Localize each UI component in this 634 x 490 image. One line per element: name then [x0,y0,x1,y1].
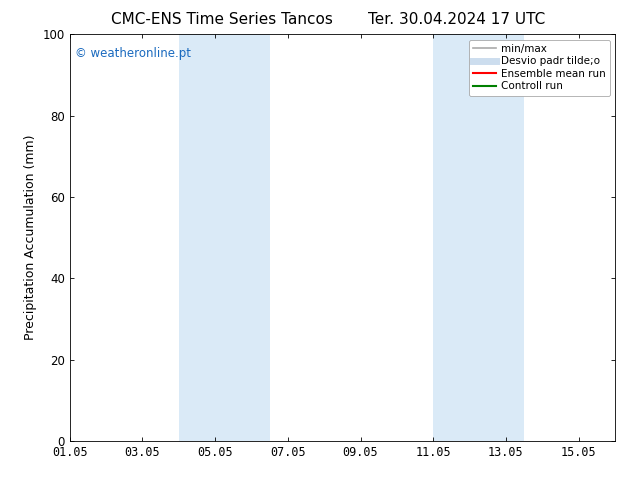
Text: CMC-ENS Time Series Tancos: CMC-ENS Time Series Tancos [111,12,333,27]
Legend: min/max, Desvio padr tilde;o, Ensemble mean run, Controll run: min/max, Desvio padr tilde;o, Ensemble m… [469,40,610,96]
Y-axis label: Precipitation Accumulation (mm): Precipitation Accumulation (mm) [24,135,37,341]
Text: © weatheronline.pt: © weatheronline.pt [75,47,191,59]
Text: Ter. 30.04.2024 17 UTC: Ter. 30.04.2024 17 UTC [368,12,545,27]
Bar [433,34,524,441]
Bar [179,34,269,441]
